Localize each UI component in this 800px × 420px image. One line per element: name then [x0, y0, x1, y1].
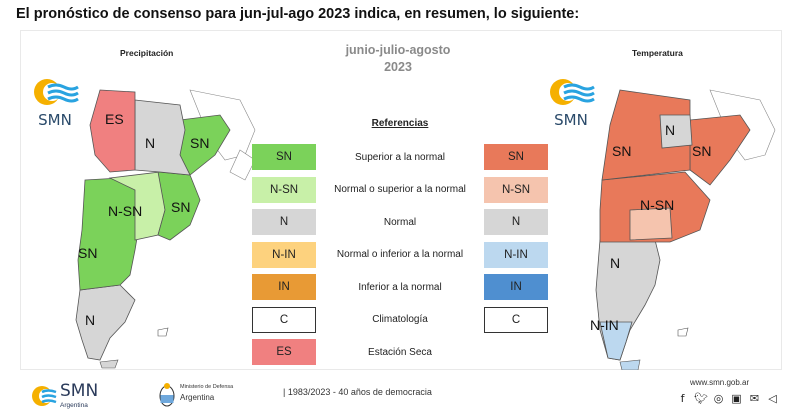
temp-legend-swatch: IN [484, 274, 548, 300]
footer: SMN Argentina Ministerio de Defensa Arge… [0, 374, 800, 420]
region-north-normal [134, 99, 191, 176]
legend-label: Estación Seca [368, 346, 432, 358]
legend-row: N-IN Normal o inferior a la normal N-IN [252, 241, 552, 268]
precipitation-map-title: Precipitación [120, 48, 174, 58]
legend-row: N Normal N [252, 209, 552, 235]
precip-label-nsn: N-SN [108, 203, 142, 219]
season-line1: junio-julio-agosto [345, 43, 451, 57]
coat-of-arms-icon [159, 383, 175, 407]
legend-row: ES Estación Seca [252, 339, 552, 365]
legend-label: Climatología [372, 314, 428, 325]
temp-label-sn-ne: SN [692, 143, 711, 159]
ministry-line1: Ministerio de Defensa [180, 384, 234, 390]
precipitation-map: ES N SN N-SN SN SN N [75, 89, 256, 369]
footer-smn-logo: SMN Argentina [30, 380, 120, 414]
precip-label-sn-ne: SN [190, 135, 209, 151]
smn-logo-text: SMN [554, 111, 588, 129]
precip-legend-swatch: N-SN [252, 176, 316, 203]
temperature-map-title: Temperatura [632, 48, 683, 58]
precip-legend-swatch: N [252, 209, 316, 235]
social-links: f 🐦︎ ◎ ▣ ✉ ◁ [676, 392, 779, 405]
region-center-nsn [599, 171, 711, 243]
precip-label-n-south: N [85, 312, 95, 328]
precip-label-n: N [145, 135, 155, 151]
neighbor-land [229, 149, 256, 181]
precip-label-sn-west: SN [78, 245, 97, 261]
legend-row: IN Inferior a la normal IN [252, 274, 552, 300]
legend-row: N-SN Normal o superior a la normal N-SN [252, 176, 552, 203]
youtube-icon[interactable]: ▣ [731, 392, 742, 405]
legend-label: Superior a la normal [354, 151, 446, 163]
region-north-sn [601, 89, 691, 181]
legend-row: C Climatología C [252, 306, 552, 333]
temp-legend-swatch: N-SN [484, 176, 548, 203]
legend-label: Normal o inferior a la normal [336, 249, 464, 260]
region-northwest-es [89, 89, 136, 173]
precip-legend-swatch: IN [252, 274, 316, 300]
precip-legend-swatch: N-IN [252, 241, 316, 268]
ministry-line2: Argentina [180, 393, 215, 402]
temp-legend-swatch: N-IN [484, 241, 548, 268]
precip-legend-swatch: ES [252, 339, 316, 365]
headline: El pronóstico de consenso para jun-jul-a… [16, 6, 580, 22]
region-east-sn [157, 171, 201, 241]
temp-label-sn-west: SN [612, 143, 631, 159]
temp-legend-swatch: N [484, 209, 548, 235]
precip-legend-swatch: SN [252, 144, 316, 170]
region-tierra-del-fuego [619, 359, 641, 370]
legend-label: Normal o superior a la normal [334, 184, 466, 195]
legend-label: Inferior a la normal [358, 281, 442, 293]
democracy-text: | 1983/2023 - 40 años de democracia [283, 387, 432, 397]
legend-title: Referencias [371, 118, 429, 129]
smn-logo-left: SMN [30, 76, 90, 132]
temperature-map: N SN SN N-SN N N-IN [590, 89, 776, 370]
season-line2: 2023 [384, 60, 412, 74]
islands [677, 327, 689, 337]
ministry-logo: Ministerio de Defensa Argentina [158, 379, 268, 413]
footer-smn-sub: Argentina [60, 402, 88, 409]
temp-label-n-south: N [610, 255, 620, 271]
islands [157, 327, 169, 337]
smn-logo-text: SMN [38, 111, 72, 129]
temp-label-n-north: N [665, 122, 675, 138]
legend-row: SN Superior a la normal SN [252, 144, 552, 170]
temp-label-nin: N-IN [590, 317, 619, 333]
twitter-icon[interactable]: 🐦︎ [694, 392, 708, 405]
facebook-icon[interactable]: f [680, 392, 685, 405]
smn-sun-icon [32, 386, 57, 406]
smn-logo-right: SMN [546, 76, 606, 132]
region-south-normal [75, 284, 136, 361]
temp-legend-swatch: C [484, 306, 548, 333]
telegram-icon[interactable]: ◁ [768, 392, 777, 405]
instagram-icon[interactable]: ◎ [713, 392, 724, 405]
smn-sun-icon [34, 79, 79, 105]
region-north-normal [659, 114, 693, 149]
region-south-nin [599, 321, 633, 361]
precip-label-es: ES [105, 111, 124, 127]
mail-icon[interactable]: ✉ [749, 392, 760, 405]
precip-legend-swatch: C [252, 306, 316, 333]
region-tierra-del-fuego [99, 359, 119, 369]
region-west-sn [77, 177, 141, 291]
temp-legend-swatch: SN [484, 144, 548, 170]
legend-label: Normal [383, 216, 417, 228]
footer-smn-word: SMN [60, 381, 99, 401]
region-center-light [629, 207, 673, 241]
website-link[interactable]: www.smn.gob.ar [690, 378, 750, 387]
temp-label-nsn: N-SN [640, 197, 674, 213]
season-title: junio-julio-agosto 2023 [298, 42, 498, 76]
precip-label-sn-east: SN [171, 199, 190, 215]
smn-sun-icon [550, 79, 595, 105]
